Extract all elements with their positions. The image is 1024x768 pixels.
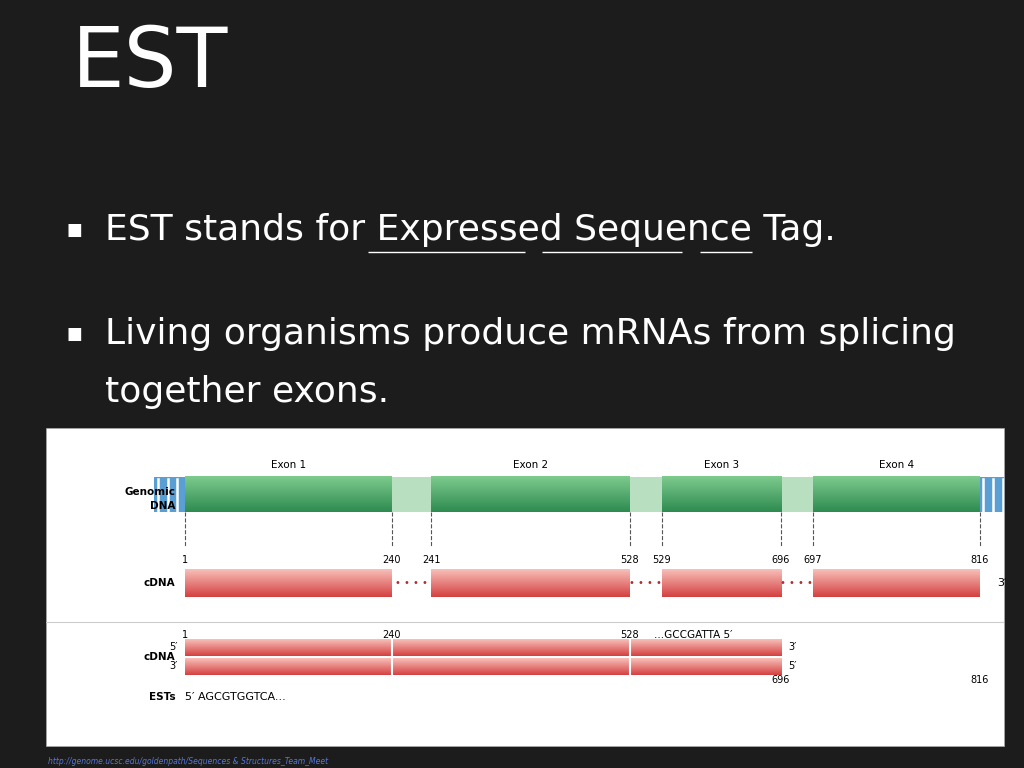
Text: Living organisms produce mRNAs from splicing: Living organisms produce mRNAs from spli…	[105, 317, 956, 351]
Text: 528: 528	[621, 631, 639, 641]
Text: 696: 696	[772, 555, 791, 565]
Text: ■: ■	[67, 221, 82, 240]
Bar	[980, 477, 1011, 512]
Text: Exon 1: Exon 1	[270, 460, 306, 470]
Text: 3′: 3′	[169, 661, 177, 671]
Text: 816: 816	[971, 675, 989, 685]
Text: 5′: 5′	[788, 661, 797, 671]
Bar	[155, 477, 185, 512]
Text: http://genome.ucsc.edu/goldenpath/Sequences & Structures_Team_Meet: http://genome.ucsc.edu/goldenpath/Sequen…	[48, 757, 329, 766]
Text: • • • •: • • • •	[780, 578, 813, 588]
Text: Exon 3: Exon 3	[703, 460, 739, 470]
Text: • • • •: • • • •	[395, 578, 428, 588]
Text: EST: EST	[72, 23, 228, 104]
Text: 697: 697	[804, 555, 822, 565]
Text: ■: ■	[67, 325, 82, 343]
Text: ...GCCGATTA 5′: ...GCCGATTA 5′	[654, 631, 732, 641]
Text: 3′: 3′	[788, 642, 797, 652]
Text: 5′ AGCGTGGTCA...: 5′ AGCGTGGTCA...	[185, 692, 286, 702]
Text: 240: 240	[382, 631, 400, 641]
Text: 529: 529	[652, 555, 671, 565]
Text: 1: 1	[182, 631, 188, 641]
Text: EST stands for Expressed Sequence Tag.: EST stands for Expressed Sequence Tag.	[105, 214, 837, 247]
Text: 816: 816	[971, 555, 989, 565]
Text: together exons.: together exons.	[105, 375, 389, 409]
Text: 3′: 3′	[996, 578, 1007, 588]
Text: • • • •: • • • •	[630, 578, 663, 588]
Text: 1: 1	[182, 555, 188, 565]
Text: Exon 4: Exon 4	[879, 460, 913, 470]
Text: 241: 241	[422, 555, 440, 565]
Text: Exon 2: Exon 2	[513, 460, 548, 470]
Bar	[46, 428, 1004, 746]
Bar	[185, 477, 980, 512]
Text: 240: 240	[382, 555, 400, 565]
Text: 696: 696	[772, 675, 791, 685]
Text: Genomic: Genomic	[124, 486, 175, 497]
Text: 5′: 5′	[169, 642, 177, 652]
Text: ESTs: ESTs	[148, 692, 175, 702]
Text: DNA: DNA	[150, 501, 175, 511]
Text: cDNA: cDNA	[143, 578, 175, 588]
Text: cDNA: cDNA	[143, 652, 175, 662]
Text: 528: 528	[621, 555, 639, 565]
